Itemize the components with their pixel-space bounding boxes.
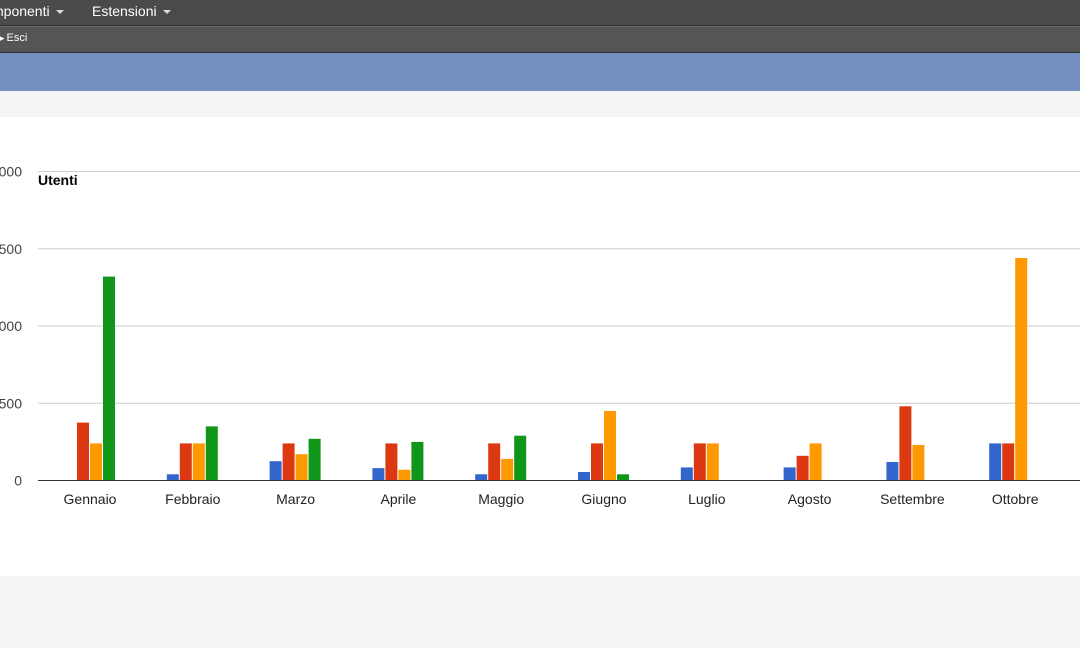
bar[interactable] xyxy=(308,438,321,481)
bar[interactable] xyxy=(411,441,424,481)
bar[interactable] xyxy=(103,276,115,481)
bar[interactable] xyxy=(886,462,899,481)
bar-chart: Utenti 0 500 000 500 000 Gennaio Febbraio Marz… xyxy=(0,164,1080,507)
bar[interactable] xyxy=(372,468,385,481)
bar[interactable] xyxy=(90,443,102,481)
y-tick-label: 000 xyxy=(0,318,22,334)
bar[interactable] xyxy=(282,443,295,481)
bar[interactable] xyxy=(295,454,308,481)
sub-navbar: ▸ Esci xyxy=(0,26,1080,53)
bar[interactable] xyxy=(912,445,925,481)
bar[interactable] xyxy=(809,443,822,481)
x-tick-label: Agosto xyxy=(788,491,832,507)
header-banner xyxy=(0,53,1080,91)
chart-panel: Utenti 0 500 000 500 000 Gennaio Febbraio Marz… xyxy=(0,117,1080,576)
bar[interactable] xyxy=(166,474,179,481)
bar[interactable] xyxy=(617,474,629,481)
bar[interactable] xyxy=(680,467,693,481)
top-navbar: mponenti Estensioni xyxy=(0,0,1080,26)
bar[interactable] xyxy=(77,422,89,481)
bar[interactable] xyxy=(488,443,501,481)
bar[interactable] xyxy=(1015,258,1028,481)
bar[interactable] xyxy=(269,461,282,481)
y-tick-label: 0 xyxy=(14,473,22,489)
y-tick-label: 000 xyxy=(0,164,22,180)
x-tick-label: Gennaio xyxy=(64,491,117,507)
x-tick-label: Aprile xyxy=(381,491,417,507)
chart-title: Utenti xyxy=(38,172,78,188)
grid-lines xyxy=(38,171,1080,404)
bar[interactable] xyxy=(205,426,218,481)
x-tick-label: Ottobre xyxy=(992,491,1039,507)
bar[interactable] xyxy=(514,435,527,481)
bar[interactable] xyxy=(398,469,411,481)
bar[interactable] xyxy=(899,406,912,481)
bar[interactable] xyxy=(693,443,706,481)
caret-down-icon xyxy=(55,10,64,15)
caret-down-icon xyxy=(162,10,171,15)
logout-link[interactable]: ▸ Esci xyxy=(0,32,27,44)
bar[interactable] xyxy=(192,443,205,481)
bar[interactable] xyxy=(783,467,796,481)
menu-componenti[interactable]: mponenti xyxy=(0,2,64,22)
x-axis-labels: Gennaio Febbraio Marzo Aprile Maggio Giugno Lu… xyxy=(64,491,1039,507)
bar[interactable] xyxy=(604,411,616,481)
logout-label: Esci xyxy=(6,32,28,44)
bar[interactable] xyxy=(591,443,603,481)
bars xyxy=(77,258,1028,481)
x-tick-label: Maggio xyxy=(478,491,524,507)
menu-estensioni[interactable]: Estensioni xyxy=(92,2,171,22)
bar[interactable] xyxy=(578,472,590,481)
bar[interactable] xyxy=(179,443,192,481)
y-tick-label: 500 xyxy=(0,241,22,257)
x-tick-label: Febbraio xyxy=(165,491,220,507)
menu-estensioni-label: Estensioni xyxy=(92,3,157,19)
bar[interactable] xyxy=(501,458,514,481)
menu-componenti-label: mponenti xyxy=(0,3,50,19)
bar[interactable] xyxy=(989,443,1002,481)
x-tick-label: Giugno xyxy=(581,491,626,507)
x-tick-label: Settembre xyxy=(880,491,945,507)
bar[interactable] xyxy=(796,455,809,481)
arrow-right-icon: ▸ xyxy=(0,33,5,43)
bar[interactable] xyxy=(1002,443,1015,481)
y-axis-ticks: 0 500 000 500 000 xyxy=(0,164,22,489)
y-tick-label: 500 xyxy=(0,395,22,411)
bar[interactable] xyxy=(706,443,719,481)
bar[interactable] xyxy=(385,443,398,481)
bar[interactable] xyxy=(475,474,488,481)
x-tick-label: Marzo xyxy=(276,491,315,507)
x-tick-label: Luglio xyxy=(688,491,726,507)
